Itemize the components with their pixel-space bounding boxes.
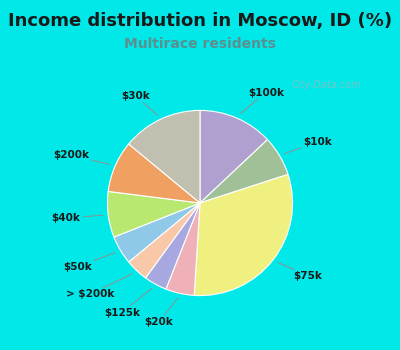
Text: Income distribution in Moscow, ID (%): Income distribution in Moscow, ID (%) [8, 12, 392, 30]
Text: > $200k: > $200k [66, 274, 132, 299]
Text: $30k: $30k [121, 91, 157, 115]
Text: City-Data.com: City-Data.com [292, 80, 362, 90]
Text: $75k: $75k [278, 262, 322, 281]
Text: $200k: $200k [54, 150, 110, 164]
Text: $10k: $10k [285, 137, 332, 154]
Wedge shape [108, 144, 200, 203]
Text: $40k: $40k [52, 213, 103, 223]
Wedge shape [146, 203, 200, 289]
Wedge shape [108, 191, 200, 237]
Wedge shape [129, 203, 200, 278]
Wedge shape [166, 203, 200, 295]
Wedge shape [129, 110, 200, 203]
Text: $100k: $100k [240, 88, 284, 114]
Text: Multirace residents: Multirace residents [124, 37, 276, 51]
Wedge shape [114, 203, 200, 262]
Wedge shape [194, 174, 292, 296]
Text: $50k: $50k [64, 252, 115, 272]
Text: $125k: $125k [104, 288, 152, 317]
Wedge shape [200, 110, 268, 203]
Wedge shape [200, 140, 288, 203]
Text: $20k: $20k [144, 298, 178, 327]
